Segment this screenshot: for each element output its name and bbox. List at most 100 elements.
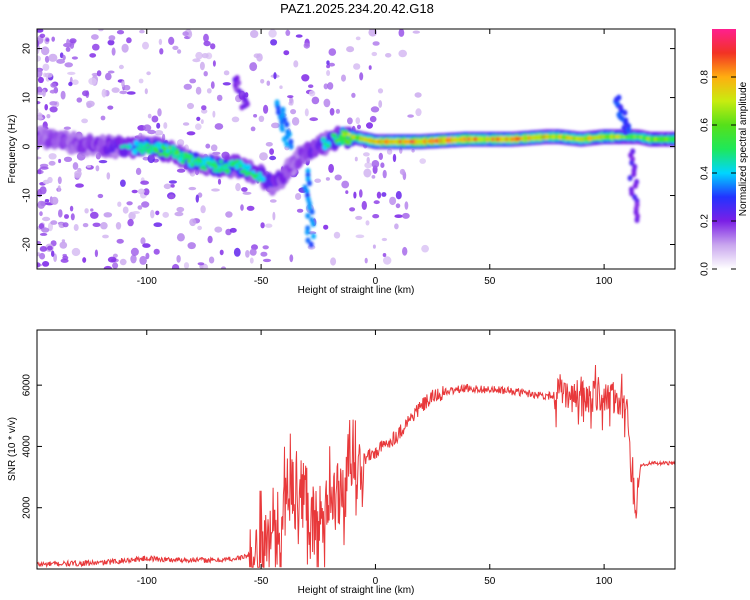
spectrogram-frame bbox=[36, 28, 676, 270]
speckle-mark bbox=[119, 90, 128, 95]
speckle-mark bbox=[37, 200, 45, 209]
speckle-mark bbox=[44, 199, 50, 203]
speckle-mark bbox=[116, 238, 124, 244]
ridge-mark bbox=[142, 145, 147, 149]
speckle-mark bbox=[359, 189, 363, 198]
speckle-mark bbox=[269, 148, 274, 155]
ridge-mark bbox=[338, 138, 344, 142]
speckle-mark bbox=[147, 129, 156, 135]
speckle-mark bbox=[130, 247, 139, 256]
speckle-mark bbox=[256, 53, 263, 62]
speckle-mark bbox=[42, 216, 51, 222]
speckle-mark bbox=[249, 257, 254, 264]
speckle-mark bbox=[117, 201, 122, 207]
speckle-mark bbox=[70, 213, 75, 221]
speckle-mark bbox=[192, 58, 201, 63]
speckle-mark bbox=[98, 160, 108, 164]
speckle-mark bbox=[231, 116, 240, 123]
spur-mark bbox=[280, 111, 286, 118]
spur-mark bbox=[629, 159, 635, 166]
speckle-mark bbox=[212, 110, 216, 118]
speckle-mark bbox=[355, 215, 363, 220]
speckle-mark bbox=[49, 106, 58, 113]
ridge-mark bbox=[326, 144, 331, 148]
speckle-mark bbox=[67, 71, 76, 75]
speckle-mark bbox=[212, 151, 221, 155]
spectrogram-ridge bbox=[37, 125, 675, 196]
speckle-mark bbox=[130, 254, 137, 264]
x-tick-label: -50 bbox=[254, 576, 269, 587]
speckle-mark bbox=[116, 30, 125, 35]
ridge-mark bbox=[186, 159, 192, 164]
speckle-mark bbox=[295, 193, 302, 200]
speckle-mark bbox=[368, 29, 377, 37]
speckle-mark bbox=[328, 163, 334, 173]
speckle-mark bbox=[88, 77, 97, 86]
speckle-mark bbox=[241, 187, 248, 192]
speckle-mark bbox=[128, 211, 136, 220]
speckle-mark bbox=[195, 194, 199, 203]
speckle-mark bbox=[371, 51, 378, 57]
ridge-mark bbox=[234, 159, 240, 164]
ridge-mark bbox=[194, 159, 200, 164]
spur-mark bbox=[284, 141, 290, 148]
speckle-mark bbox=[289, 254, 294, 263]
speckle-mark bbox=[216, 94, 223, 102]
speckle-mark bbox=[269, 199, 277, 203]
speckle-mark bbox=[328, 62, 335, 67]
speckle-mark bbox=[289, 96, 293, 104]
speckle-mark bbox=[386, 148, 393, 155]
speckle-mark bbox=[268, 29, 277, 38]
ridge-mark bbox=[321, 137, 326, 141]
speckle-mark bbox=[62, 222, 69, 228]
x-tick-label: 0 bbox=[373, 576, 379, 587]
ridge-mark bbox=[340, 129, 345, 134]
speckle-mark bbox=[51, 250, 55, 257]
speckle-mark bbox=[414, 92, 422, 98]
speckle-mark bbox=[380, 162, 385, 168]
speckle-mark bbox=[262, 245, 269, 250]
speckle-mark bbox=[371, 175, 376, 179]
speckle-mark bbox=[326, 70, 331, 76]
speckle-mark bbox=[197, 225, 203, 231]
speckle-mark bbox=[260, 251, 268, 257]
speckle-mark bbox=[187, 242, 196, 250]
speckle-mark bbox=[378, 100, 383, 108]
figure-title: PAZ1.2025.234.20.42.G18 bbox=[280, 1, 434, 16]
speckle-mark bbox=[364, 257, 368, 264]
speckle-mark bbox=[201, 105, 207, 111]
colorbar-ticks: 0.0 0.2 0.4 0.6 0.8 bbox=[700, 70, 736, 276]
speckle-mark bbox=[301, 74, 310, 82]
speckle-mark bbox=[392, 153, 397, 163]
ridge-mark bbox=[126, 145, 131, 150]
spectrogram-speckle bbox=[37, 29, 429, 269]
speckle-mark bbox=[46, 114, 51, 119]
speckle-mark bbox=[389, 196, 397, 206]
ridge-mark bbox=[188, 154, 193, 158]
speckle-mark bbox=[197, 262, 205, 266]
speckle-mark bbox=[203, 33, 209, 43]
spur-mark bbox=[288, 138, 294, 145]
speckle-mark bbox=[189, 78, 197, 84]
speckle-mark bbox=[60, 258, 69, 263]
speckle-mark bbox=[377, 88, 384, 94]
speckle-mark bbox=[333, 231, 341, 239]
speckle-mark bbox=[225, 211, 233, 218]
speckle-mark bbox=[103, 212, 113, 218]
speckle-mark bbox=[64, 62, 73, 68]
x-tick-label: 0 bbox=[373, 276, 379, 287]
speckle-mark bbox=[106, 172, 111, 180]
speckle-mark bbox=[39, 166, 49, 170]
speckle-mark bbox=[37, 48, 40, 55]
speckle-mark bbox=[371, 160, 380, 168]
speckle-mark bbox=[402, 246, 408, 256]
speckle-mark bbox=[304, 108, 309, 117]
speckle-mark bbox=[49, 89, 56, 94]
speckle-mark bbox=[92, 43, 100, 51]
speckle-mark bbox=[91, 72, 99, 77]
colorbar: 0.0 0.2 0.4 0.6 0.8 Normalized spectral ampl… bbox=[700, 29, 749, 276]
speckle-mark bbox=[295, 34, 303, 38]
y-tick-label: 4000 bbox=[22, 435, 33, 458]
speckle-mark bbox=[107, 256, 117, 263]
speckle-mark bbox=[171, 263, 180, 269]
